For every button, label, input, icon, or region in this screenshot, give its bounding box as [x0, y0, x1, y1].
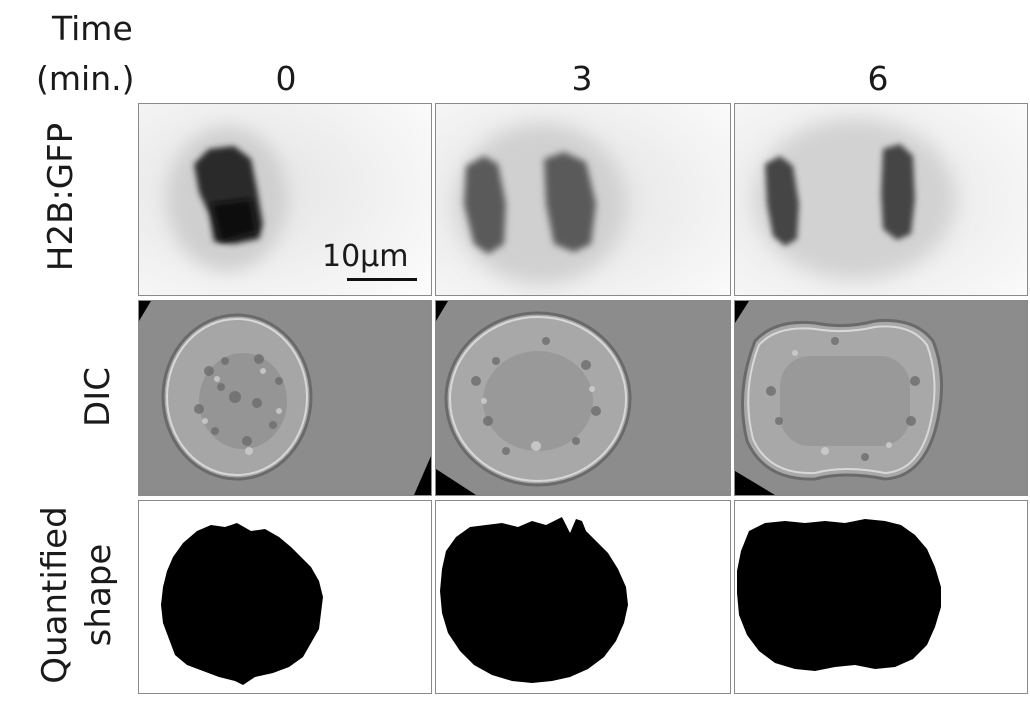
row-label-dic: DIC — [78, 367, 118, 427]
fluorescence-panel-t0 — [138, 103, 432, 296]
row-label-quantified: Quantified — [35, 506, 75, 684]
dic-panel-t0 — [138, 300, 432, 496]
column-header-0: 0 — [275, 59, 297, 98]
time-axis-label: Time — [52, 9, 133, 48]
time-unit-label: (min.) — [36, 59, 135, 98]
column-header-3: 3 — [571, 59, 593, 98]
dic-panel-t3 — [435, 300, 731, 496]
row-label-quantified-shape: Quantified shape — [22, 506, 130, 700]
shape-panel-t6 — [734, 500, 1028, 694]
dic-panel-t6 — [734, 300, 1028, 496]
shape-panel-t3 — [435, 500, 731, 694]
scale-bar — [347, 278, 417, 281]
column-header-6: 6 — [867, 59, 889, 98]
shape-panel-t0 — [138, 500, 432, 694]
scale-bar-label: 10μm — [322, 239, 409, 274]
row-label-h2b-gfp: H2B:GFP — [41, 122, 81, 272]
fluorescence-panel-t6 — [734, 103, 1028, 296]
fluorescence-panel-t3 — [435, 103, 731, 296]
row-label-shape: shape — [79, 543, 119, 647]
